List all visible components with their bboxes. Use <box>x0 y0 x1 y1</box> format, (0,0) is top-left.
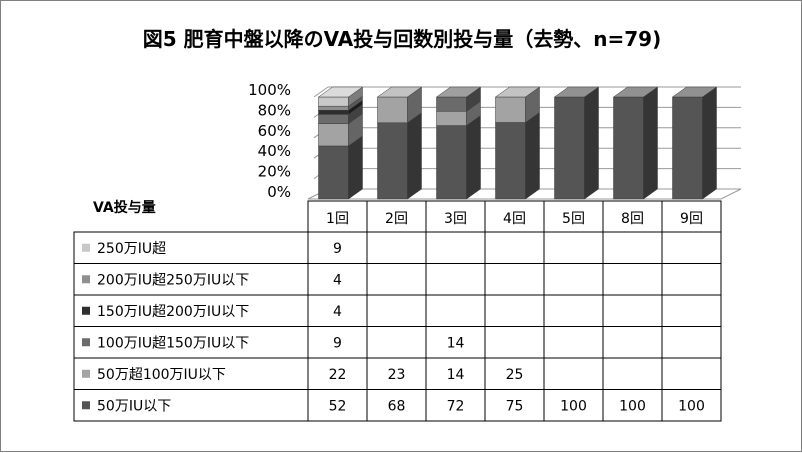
bar-segment <box>613 96 644 200</box>
bar-segment <box>318 96 349 107</box>
legend-label: 100万IU超150万IU以下 <box>97 335 249 351</box>
data-table: 1回 2回 3回 4回 5回 8回 9回 250万IU超 9 200万IU超250万IU以下 4 15… <box>73 200 722 422</box>
data-label: 68 <box>388 398 406 414</box>
category-label: 2回 <box>385 211 408 227</box>
data-label: 4 <box>333 272 342 288</box>
bar-segment <box>436 125 467 200</box>
data-label: 100 <box>560 398 587 414</box>
bar-segment <box>436 96 467 112</box>
bar-segment-top <box>494 86 541 98</box>
category-label: 5回 <box>562 211 585 227</box>
category-label: 8回 <box>621 211 644 227</box>
bar-segment <box>554 96 585 200</box>
bar-segment-top <box>612 86 659 98</box>
legend-label: 50万IU以下 <box>97 398 171 414</box>
bar-segment-side <box>643 86 658 200</box>
data-label: 22 <box>329 367 347 383</box>
legend-key <box>82 243 90 252</box>
data-label: 9 <box>333 241 342 257</box>
y-tick-label: 0% <box>267 183 291 201</box>
legend-key <box>82 401 90 410</box>
bar-segment <box>436 111 467 126</box>
bar-segment <box>377 122 408 200</box>
y-axis-ticks: 0% 20% 40% 60% 80% 100% <box>248 81 291 201</box>
data-label: 72 <box>447 398 465 414</box>
data-label: 14 <box>447 367 465 383</box>
data-label: 25 <box>506 367 524 383</box>
legend-key <box>82 338 90 347</box>
data-label: 75 <box>506 398 524 414</box>
bar-segment-side <box>466 115 481 200</box>
data-label: 4 <box>333 304 342 320</box>
bar-segment-top <box>317 86 364 98</box>
data-label: 14 <box>447 335 465 351</box>
bar-segment <box>318 110 349 115</box>
bar-segment-side <box>525 112 540 200</box>
legend-title: VA投与量 <box>93 200 156 216</box>
bar-segment-side <box>702 86 717 200</box>
legend-key <box>82 275 90 284</box>
bar-segment-top <box>435 86 482 98</box>
chart-title: 図5 肥育中盤以降のVA投与回数別投与量（去勢、n=79) <box>143 27 661 51</box>
data-label: 52 <box>329 398 347 414</box>
data-label: 9 <box>333 335 342 351</box>
category-label: 3回 <box>444 211 467 227</box>
data-label: 100 <box>619 398 646 414</box>
legend-label: 250万IU超 <box>97 241 166 257</box>
bar-segment <box>318 114 349 124</box>
y-tick-label: 80% <box>258 101 291 119</box>
y-tick-label: 60% <box>258 122 291 140</box>
bar-segment-side <box>584 86 599 200</box>
bar-segment-top <box>671 86 718 98</box>
gridline-depth <box>313 86 329 98</box>
bar-segment <box>318 123 349 147</box>
data-label: 23 <box>388 367 406 383</box>
bar-segment-side <box>348 135 363 200</box>
bar-segment-side <box>407 112 422 200</box>
legend-label: 200万IU超250万IU以下 <box>97 272 249 288</box>
bar-segment <box>318 145 349 200</box>
category-label: 9回 <box>680 211 703 227</box>
legend-label: 50万超100万IU以下 <box>97 367 226 383</box>
bar-segment <box>377 96 408 124</box>
y-tick-label: 100% <box>248 81 291 99</box>
category-label: 4回 <box>503 211 526 227</box>
bar-segment <box>495 96 526 123</box>
data-label: 100 <box>678 398 705 414</box>
y-tick-label: 20% <box>258 163 291 181</box>
category-label: 1回 <box>326 211 349 227</box>
legend-key <box>82 306 90 315</box>
y-tick-label: 40% <box>258 142 291 160</box>
bar-segment-top <box>553 86 600 98</box>
bars <box>317 86 718 200</box>
legend-label: 150万IU超200万IU以下 <box>97 304 249 320</box>
bar-segment <box>318 105 349 111</box>
bar-segment-top <box>376 86 423 98</box>
legend-key <box>82 369 90 378</box>
bar-segment <box>672 96 703 200</box>
bar-segment <box>495 122 526 200</box>
